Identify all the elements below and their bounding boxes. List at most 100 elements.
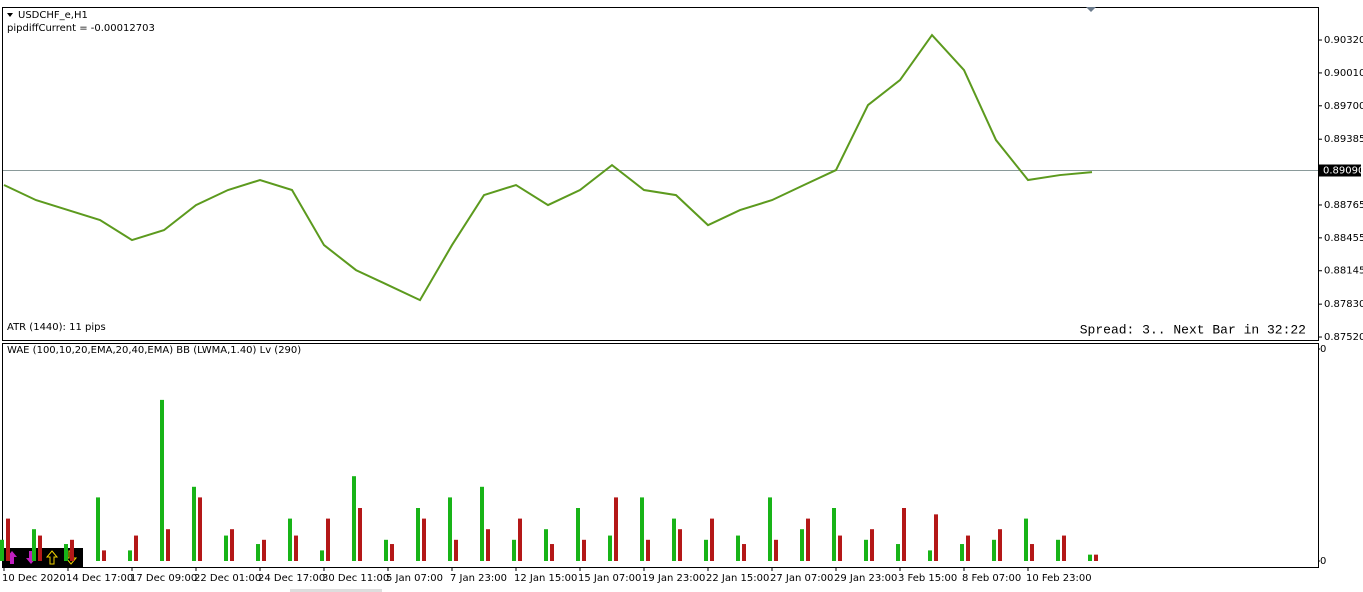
x-tick-label: 27 Jan 07:00 bbox=[770, 573, 833, 584]
wae-bar bbox=[288, 518, 292, 561]
wae-bar bbox=[896, 544, 900, 561]
spread-status: Spread: 3.. Next Bar in 32:22 bbox=[1080, 322, 1306, 337]
wae-bar bbox=[134, 535, 138, 561]
up-arrow-yellow[interactable] bbox=[45, 550, 59, 565]
x-tick-label: 12 Jan 15:00 bbox=[514, 573, 577, 584]
x-tick-label: 3 Feb 15:00 bbox=[898, 573, 957, 584]
wae-bar bbox=[192, 486, 196, 561]
wae-bar bbox=[1088, 554, 1092, 561]
wae-bar bbox=[198, 497, 202, 561]
wae-bar bbox=[678, 529, 682, 561]
x-tick-label: 22 Jan 15:00 bbox=[706, 573, 769, 584]
wae-bar bbox=[960, 544, 964, 561]
wae-bar bbox=[672, 518, 676, 561]
wae-bar bbox=[64, 544, 68, 561]
wae-bar bbox=[32, 529, 36, 561]
wae-bar bbox=[646, 539, 650, 561]
indicator: pipdiffCurrent = -0.00012703 bbox=[7, 23, 155, 34]
wae-bar bbox=[294, 535, 298, 561]
wae-bar bbox=[512, 539, 516, 561]
wae-bar bbox=[422, 518, 426, 561]
wae-bar bbox=[832, 508, 836, 561]
wae-bar bbox=[1024, 518, 1028, 561]
wae-bar bbox=[454, 539, 458, 561]
wae-bar bbox=[326, 518, 330, 561]
current-price-label: 0.89090 bbox=[1323, 165, 1363, 176]
y-tick-label: 0.87520 bbox=[1324, 332, 1363, 343]
wae-bar bbox=[614, 497, 618, 561]
x-tick-label: 7 Jan 23:00 bbox=[450, 573, 507, 584]
price-line bbox=[3, 33, 1093, 302]
current-price-box bbox=[1319, 164, 1361, 177]
wae-bar bbox=[518, 518, 522, 561]
wae-bar bbox=[768, 497, 772, 561]
wae-bar bbox=[992, 539, 996, 561]
x-tick-label: 15 Jan 07:00 bbox=[578, 573, 641, 584]
y-tick-label: 0.88765 bbox=[1324, 200, 1363, 211]
x-tick-label: 19 Jan 23:00 bbox=[642, 573, 705, 584]
wae-bar bbox=[864, 539, 868, 561]
wae-bar bbox=[70, 539, 74, 561]
wae-bar bbox=[736, 535, 740, 561]
y-tick-label: 0 bbox=[1320, 556, 1326, 567]
wae-bar bbox=[1056, 539, 1060, 561]
wae-bar bbox=[774, 539, 778, 561]
wae-bar bbox=[352, 476, 356, 561]
wae-title: WAE (100,10,20,EMA,20,40,EMA) BB (LWMA,1… bbox=[7, 345, 301, 356]
wae-bar bbox=[704, 539, 708, 561]
x-tick-label: 10 Feb 23:00 bbox=[1026, 573, 1092, 584]
y-tick-label: 0 bbox=[1320, 344, 1326, 355]
collapse-icon[interactable] bbox=[7, 13, 13, 17]
wae-bar bbox=[256, 544, 260, 561]
y-tick-label: 0.89700 bbox=[1324, 101, 1363, 112]
wae-bar bbox=[870, 529, 874, 561]
symbol: USDCHF_e,H1 bbox=[18, 10, 88, 21]
wae-bar bbox=[582, 539, 586, 561]
wae-bar bbox=[416, 508, 420, 561]
wae-bar bbox=[550, 544, 554, 561]
wae-bar bbox=[390, 544, 394, 561]
atr: ATR (1440): 11 pips bbox=[7, 322, 106, 333]
x-tick-label: 29 Jan 23:00 bbox=[834, 573, 897, 584]
y-tick-label: 0.88145 bbox=[1324, 266, 1363, 277]
wae-bar bbox=[608, 535, 612, 561]
wae-bar bbox=[544, 529, 548, 561]
wae-bar bbox=[1094, 554, 1098, 561]
y-tick-label: 0.87830 bbox=[1324, 299, 1363, 310]
wae-bar bbox=[1062, 535, 1066, 561]
y-tick-label: 0.90320 bbox=[1324, 35, 1363, 46]
wae-bar bbox=[230, 529, 234, 561]
wae-bar bbox=[224, 535, 228, 561]
main-panel bbox=[2, 7, 1319, 341]
wae-bar bbox=[806, 518, 810, 561]
wae-bar bbox=[998, 529, 1002, 561]
wae-bar bbox=[934, 514, 938, 561]
x-tick-label: 24 Dec 17:00 bbox=[258, 573, 325, 584]
wae-bar bbox=[96, 497, 100, 561]
y-tick-label: 0.90010 bbox=[1324, 68, 1363, 79]
wae-panel bbox=[2, 343, 1319, 568]
y-tick-label: 0.89385 bbox=[1324, 134, 1363, 145]
wae-bar bbox=[800, 529, 804, 561]
wae-bar bbox=[742, 544, 746, 561]
wae-bar bbox=[0, 539, 4, 561]
wae-bar bbox=[838, 535, 842, 561]
wae-bar bbox=[928, 550, 932, 561]
wae-bar bbox=[966, 535, 970, 561]
wae-bar bbox=[902, 508, 906, 561]
y-tick-label: 0.88455 bbox=[1324, 233, 1363, 244]
x-tick-label: 30 Dec 11:00 bbox=[322, 573, 389, 584]
x-tick-label: 17 Dec 09:00 bbox=[130, 573, 197, 584]
x-tick-label: 10 Dec 2020 bbox=[2, 573, 66, 584]
x-tick-label: 22 Dec 01:00 bbox=[194, 573, 261, 584]
wae-bar bbox=[358, 508, 362, 561]
scrollbar[interactable] bbox=[290, 589, 382, 592]
wae-bar bbox=[320, 550, 324, 561]
wae-bar bbox=[448, 497, 452, 561]
wae-bar bbox=[38, 535, 42, 561]
wae-bar bbox=[384, 539, 388, 561]
wae-bar bbox=[160, 399, 164, 561]
